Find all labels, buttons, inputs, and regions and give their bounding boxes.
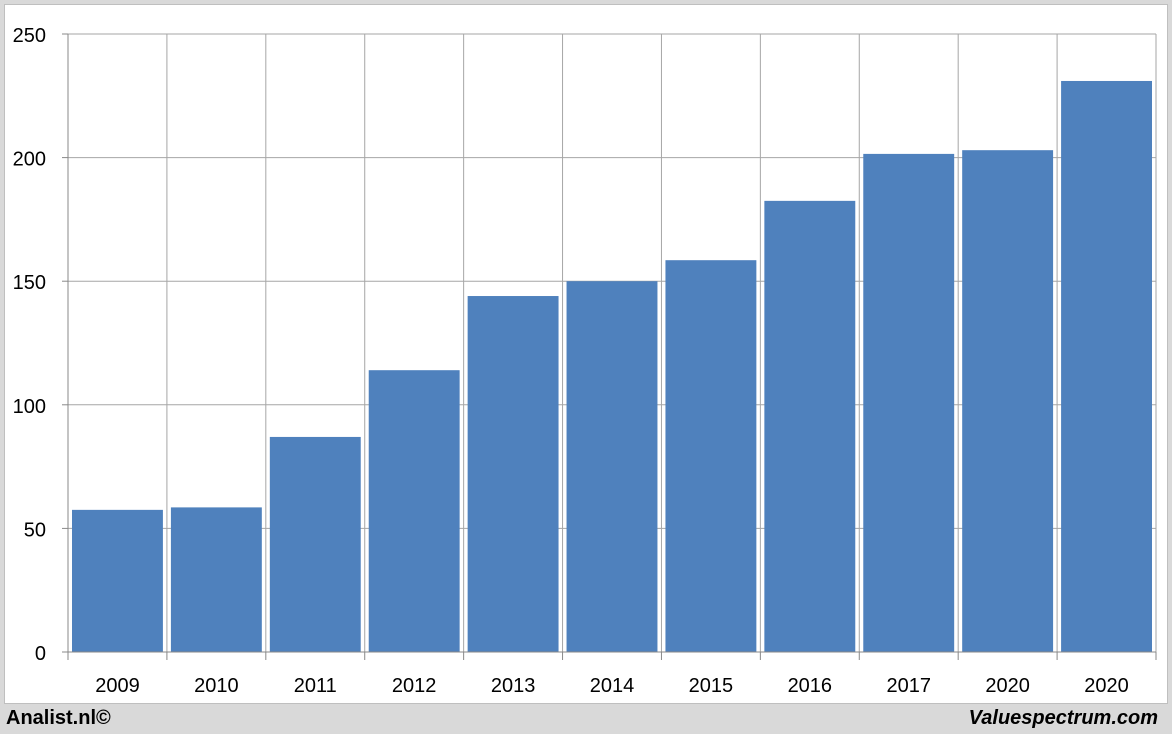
source-credit-right: Valuespectrum.com	[968, 707, 1158, 729]
bar	[269, 436, 361, 652]
y-tick-labels: 0 50 100 150 200 250	[13, 25, 46, 665]
y-tick-label: 250	[13, 25, 46, 47]
y-tick-label: 100	[13, 396, 46, 418]
bar	[764, 200, 856, 653]
y-tick-label: 50	[24, 519, 46, 541]
bar	[467, 296, 559, 652]
y-tick-label: 0	[35, 643, 46, 665]
x-tick-label: 2012	[392, 675, 437, 697]
y-tick-label: 150	[13, 272, 46, 294]
x-tick-labels: 2009 2010 2011 2012 2013 2014 2015 2016 2017 2020…	[95, 675, 1129, 697]
y-tick-label: 200	[13, 149, 46, 171]
x-tick-label: 2010	[194, 675, 239, 697]
x-tick-label: 2016	[788, 675, 833, 697]
bar	[863, 153, 955, 652]
x-tick-label: 2009	[95, 675, 140, 697]
bar	[962, 150, 1054, 652]
bar	[72, 509, 163, 652]
x-tick-label: 2011	[294, 675, 337, 697]
axes	[62, 33, 1157, 660]
source-credit-left: Analist.nl©	[6, 707, 111, 729]
bar	[665, 260, 757, 652]
x-tick-label: 2015	[689, 675, 734, 697]
x-tick-label: 2020	[1084, 675, 1129, 697]
x-tick-label: 2020	[985, 675, 1030, 697]
bar	[368, 370, 460, 652]
bar	[566, 281, 658, 652]
x-tick-label: 2014	[590, 675, 635, 697]
bars	[72, 80, 1152, 653]
x-tick-label: 2013	[491, 675, 536, 697]
bar	[170, 507, 262, 652]
bar	[1061, 80, 1152, 652]
x-tick-label: 2017	[886, 675, 931, 697]
